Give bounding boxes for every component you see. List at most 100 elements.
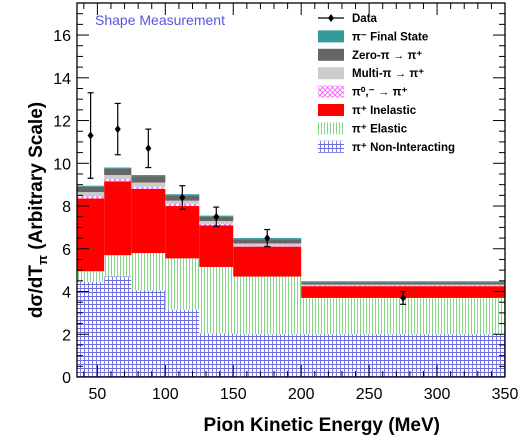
legend-label: Multi-π → π⁺ <box>352 68 424 80</box>
data-marker <box>264 234 271 243</box>
stacked-histogram <box>77 167 505 377</box>
bar-inelastic-bin-6 <box>233 246 302 277</box>
legend-marker <box>328 14 334 22</box>
y-tick-label: 8 <box>62 199 71 216</box>
legend-entry-data: Data <box>318 13 378 25</box>
legend-label: Zero-π → π⁺ <box>352 50 422 62</box>
x-tick-label: 100 <box>152 386 179 403</box>
data-marker <box>179 193 186 202</box>
legend-entry-inelastic: π⁺ Inelastic <box>318 104 417 117</box>
bar-elastic-bin-3 <box>131 253 166 291</box>
y-tick-label: 6 <box>62 242 71 259</box>
y-tick-label: 10 <box>53 156 71 173</box>
y-tick-label: 16 <box>53 28 71 45</box>
data-point-6 <box>264 228 271 248</box>
data-marker <box>114 125 121 134</box>
bar-pi0-bin-3 <box>131 186 166 189</box>
y-tick-label: 0 <box>62 370 71 387</box>
data-marker <box>400 293 407 302</box>
bar-nonint-bin-5 <box>199 333 234 377</box>
bar-inelastic-bin-3 <box>131 188 166 254</box>
data-marker <box>145 144 152 153</box>
chart-title: Shape Measurement <box>95 12 225 28</box>
x-tick-label: 50 <box>88 386 106 403</box>
legend-entry-elastic: π⁺ Elastic <box>318 122 408 135</box>
bar-nonint-bin-3 <box>131 290 166 377</box>
bar-pi0-bin-2 <box>104 179 132 182</box>
bar-final-bin-7 <box>301 281 505 283</box>
y-tick-label: 14 <box>53 71 71 88</box>
legend-swatch <box>318 30 344 43</box>
bar-multi-bin-2 <box>104 175 132 180</box>
bar-zero-bin-7 <box>301 282 505 285</box>
data-marker <box>213 212 220 221</box>
x-tick-label: 250 <box>356 386 383 403</box>
plot-frame <box>76 2 506 378</box>
data-marker <box>87 131 94 140</box>
axes: 50 100 150 200 250 300 350 0 2 4 6 8 10 12 14 16 <box>53 2 519 403</box>
legend-swatch <box>318 122 344 135</box>
legend-entry-zero: Zero-π → π⁺ <box>318 48 422 62</box>
legend-label: Data <box>352 13 378 25</box>
bar-elastic-bin-6 <box>233 276 302 335</box>
legend-swatch <box>318 67 344 80</box>
data-points <box>87 92 407 305</box>
bar-zero-bin-1 <box>77 186 105 193</box>
bar-final-bin-1 <box>77 185 105 187</box>
legend-label: π⁺ Inelastic <box>352 105 417 117</box>
bar-nonint-bin-7 <box>301 334 505 377</box>
bar-nonint-bin-4 <box>165 309 200 377</box>
bar-nonint-bin-1 <box>77 281 105 377</box>
data-point-4 <box>179 185 186 210</box>
x-tick-label: 200 <box>288 386 315 403</box>
bar-nonint-bin-2 <box>104 276 132 377</box>
bar-elastic-bin-4 <box>165 258 200 310</box>
bar-elastic-bin-5 <box>199 266 234 334</box>
legend-swatch <box>318 104 344 116</box>
bar-final-bin-2 <box>104 167 132 169</box>
bar-pi0-bin-7 <box>301 285 505 287</box>
bar-pi0-bin-1 <box>77 196 105 199</box>
y-axis-title-main: dσ/dT <box>26 265 47 318</box>
legend-label: π⁰,⁻ → π⁺ <box>352 86 407 99</box>
bar-final-bin-3 <box>131 175 166 177</box>
bar-inelastic-bin-2 <box>104 181 132 256</box>
data-point-5 <box>213 206 220 227</box>
legend-swatch <box>318 85 344 98</box>
bar-inelastic-bin-1 <box>77 198 105 272</box>
bar-inelastic-bin-5 <box>199 225 234 267</box>
legend: Data π⁻ Final State Zero-π → π⁺ Multi-π → π… <box>318 13 455 154</box>
y-tick-label: 4 <box>62 285 71 302</box>
y-tick-label: 2 <box>62 327 71 344</box>
y-tick-label: 12 <box>53 114 71 131</box>
bar-multi-bin-1 <box>77 192 105 197</box>
bar-multi-bin-3 <box>131 182 166 187</box>
y-axis-title: dσ/dTπ (Arbitrary Scale) <box>26 102 50 318</box>
legend-entry-final: π⁻ Final State <box>318 30 428 43</box>
legend-swatch <box>318 48 344 61</box>
data-point-3 <box>145 128 152 169</box>
data-point-1 <box>87 92 94 179</box>
x-axis-title: Pion Kinetic Energy (MeV) <box>204 415 440 436</box>
bar-zero-bin-3 <box>131 176 166 183</box>
bar-multi-bin-7 <box>301 284 505 286</box>
legend-label: π⁻ Final State <box>352 31 428 43</box>
y-axis-title-suffix: (Arbitrary Scale) <box>26 102 47 255</box>
x-tick-label: 350 <box>492 386 519 403</box>
y-axis-title-subscript: π <box>35 255 50 265</box>
legend-entry-pi0: π⁰,⁻ → π⁺ <box>318 85 407 99</box>
bar-nonint-bin-6 <box>233 334 302 377</box>
data-point-2 <box>114 102 121 156</box>
bar-elastic-bin-2 <box>104 255 132 277</box>
legend-swatch <box>318 140 344 153</box>
legend-entry-nonint: π⁺ Non-Interacting <box>318 140 455 154</box>
x-tick-label: 150 <box>220 386 247 403</box>
x-tick-label: 300 <box>424 386 451 403</box>
legend-label: π⁺ Non-Interacting <box>352 142 455 154</box>
legend-entry-multi: Multi-π → π⁺ <box>318 67 424 80</box>
bar-inelastic-bin-4 <box>165 206 200 259</box>
bar-zero-bin-2 <box>104 168 132 176</box>
bar-elastic-bin-1 <box>77 271 105 282</box>
data-point-7 <box>400 290 407 305</box>
